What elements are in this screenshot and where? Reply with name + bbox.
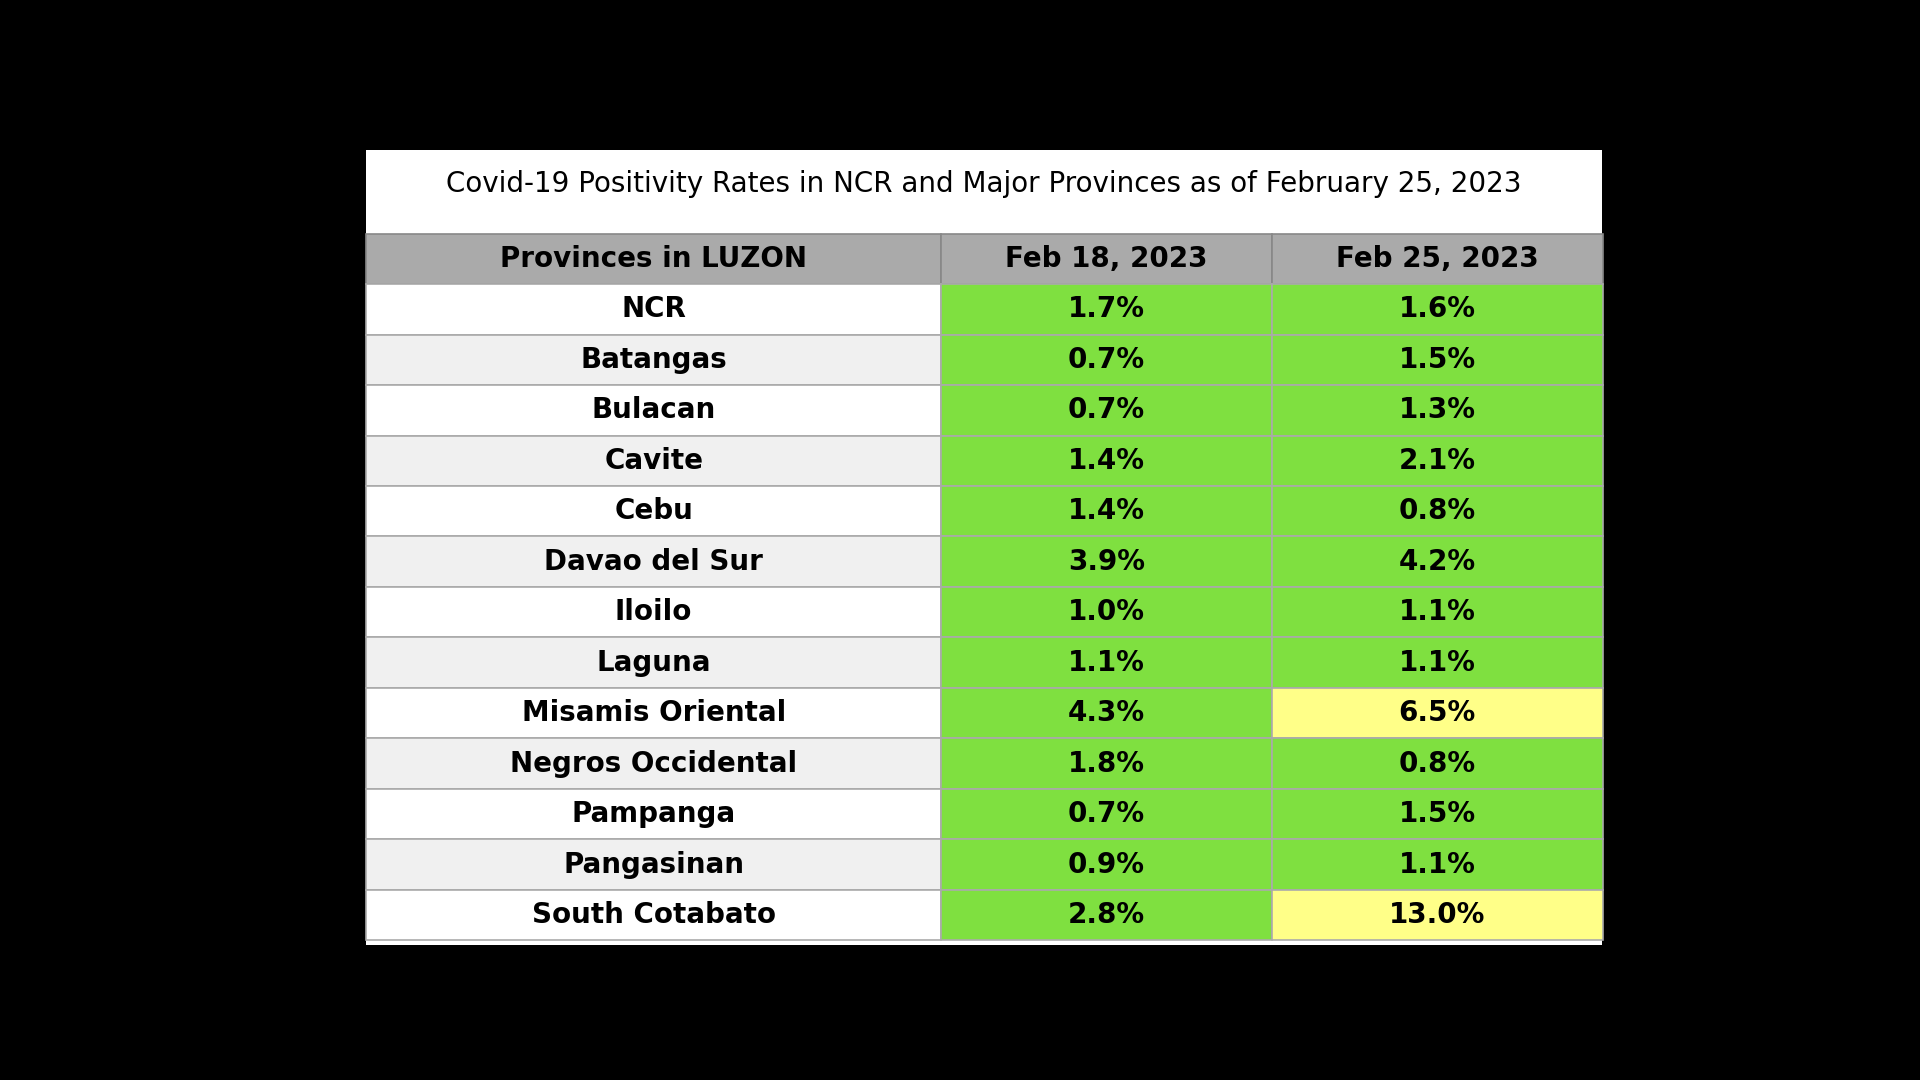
FancyBboxPatch shape (941, 890, 1271, 941)
FancyBboxPatch shape (941, 839, 1271, 890)
Text: 3.9%: 3.9% (1068, 548, 1144, 576)
Text: NCR: NCR (622, 295, 685, 323)
FancyBboxPatch shape (1271, 588, 1603, 637)
FancyBboxPatch shape (941, 284, 1271, 335)
FancyBboxPatch shape (367, 588, 941, 637)
FancyBboxPatch shape (367, 386, 941, 435)
Text: 1.1%: 1.1% (1400, 649, 1476, 677)
Text: 0.7%: 0.7% (1068, 396, 1144, 424)
FancyBboxPatch shape (1271, 233, 1603, 284)
Text: 2.8%: 2.8% (1068, 901, 1144, 929)
FancyBboxPatch shape (941, 233, 1271, 284)
Text: Davao del Sur: Davao del Sur (543, 548, 762, 576)
FancyBboxPatch shape (941, 688, 1271, 739)
Text: 0.7%: 0.7% (1068, 800, 1144, 828)
Text: 0.7%: 0.7% (1068, 346, 1144, 374)
Text: Negros Occidental: Negros Occidental (511, 750, 797, 778)
FancyBboxPatch shape (941, 386, 1271, 435)
FancyBboxPatch shape (1271, 839, 1603, 890)
FancyBboxPatch shape (367, 486, 941, 537)
FancyBboxPatch shape (1271, 637, 1603, 688)
Text: 0.8%: 0.8% (1398, 750, 1476, 778)
FancyBboxPatch shape (367, 150, 1601, 945)
Text: 1.3%: 1.3% (1400, 396, 1476, 424)
Text: 13.0%: 13.0% (1388, 901, 1486, 929)
Text: 1.8%: 1.8% (1068, 750, 1144, 778)
Text: Pangasinan: Pangasinan (563, 851, 745, 879)
FancyBboxPatch shape (367, 739, 941, 788)
Text: Covid-19 Positivity Rates in NCR and Major Provinces as of February 25, 2023: Covid-19 Positivity Rates in NCR and Maj… (445, 170, 1523, 198)
Text: Feb 25, 2023: Feb 25, 2023 (1336, 245, 1538, 273)
FancyBboxPatch shape (941, 537, 1271, 588)
Text: 1.5%: 1.5% (1398, 346, 1476, 374)
FancyBboxPatch shape (941, 435, 1271, 486)
FancyBboxPatch shape (367, 890, 941, 941)
Text: Iloilo: Iloilo (614, 598, 693, 626)
FancyBboxPatch shape (367, 284, 941, 335)
Text: Batangas: Batangas (580, 346, 728, 374)
FancyBboxPatch shape (1271, 486, 1603, 537)
FancyBboxPatch shape (1271, 386, 1603, 435)
Text: 1.1%: 1.1% (1068, 649, 1144, 677)
Text: 6.5%: 6.5% (1398, 699, 1476, 727)
FancyBboxPatch shape (1271, 688, 1603, 739)
Text: 1.5%: 1.5% (1398, 800, 1476, 828)
FancyBboxPatch shape (941, 739, 1271, 788)
FancyBboxPatch shape (1271, 537, 1603, 588)
Text: Pampanga: Pampanga (572, 800, 735, 828)
Text: 4.3%: 4.3% (1068, 699, 1144, 727)
FancyBboxPatch shape (367, 788, 941, 839)
FancyBboxPatch shape (1271, 788, 1603, 839)
Text: Misamis Oriental: Misamis Oriental (522, 699, 785, 727)
FancyBboxPatch shape (367, 839, 941, 890)
Text: 1.4%: 1.4% (1068, 447, 1144, 475)
FancyBboxPatch shape (367, 537, 941, 588)
FancyBboxPatch shape (1271, 890, 1603, 941)
Text: 0.8%: 0.8% (1398, 497, 1476, 525)
Text: Provinces in LUZON: Provinces in LUZON (499, 245, 806, 273)
FancyBboxPatch shape (367, 637, 941, 688)
FancyBboxPatch shape (941, 788, 1271, 839)
FancyBboxPatch shape (1271, 335, 1603, 386)
Text: 1.7%: 1.7% (1068, 295, 1144, 323)
FancyBboxPatch shape (367, 233, 941, 284)
FancyBboxPatch shape (941, 486, 1271, 537)
FancyBboxPatch shape (1271, 739, 1603, 788)
Text: 1.1%: 1.1% (1400, 598, 1476, 626)
Text: Bulacan: Bulacan (591, 396, 716, 424)
Text: Feb 18, 2023: Feb 18, 2023 (1004, 245, 1208, 273)
Text: 1.1%: 1.1% (1400, 851, 1476, 879)
FancyBboxPatch shape (941, 335, 1271, 386)
FancyBboxPatch shape (367, 335, 941, 386)
Text: South Cotabato: South Cotabato (532, 901, 776, 929)
Text: 2.1%: 2.1% (1400, 447, 1476, 475)
FancyBboxPatch shape (1271, 435, 1603, 486)
Text: 0.9%: 0.9% (1068, 851, 1144, 879)
Text: 4.2%: 4.2% (1398, 548, 1476, 576)
FancyBboxPatch shape (1271, 284, 1603, 335)
Text: Cebu: Cebu (614, 497, 693, 525)
Text: Cavite: Cavite (605, 447, 703, 475)
FancyBboxPatch shape (941, 637, 1271, 688)
FancyBboxPatch shape (941, 588, 1271, 637)
Text: 1.4%: 1.4% (1068, 497, 1144, 525)
Text: 1.0%: 1.0% (1068, 598, 1144, 626)
FancyBboxPatch shape (367, 435, 941, 486)
Text: 1.6%: 1.6% (1400, 295, 1476, 323)
FancyBboxPatch shape (367, 688, 941, 739)
Text: Laguna: Laguna (597, 649, 710, 677)
